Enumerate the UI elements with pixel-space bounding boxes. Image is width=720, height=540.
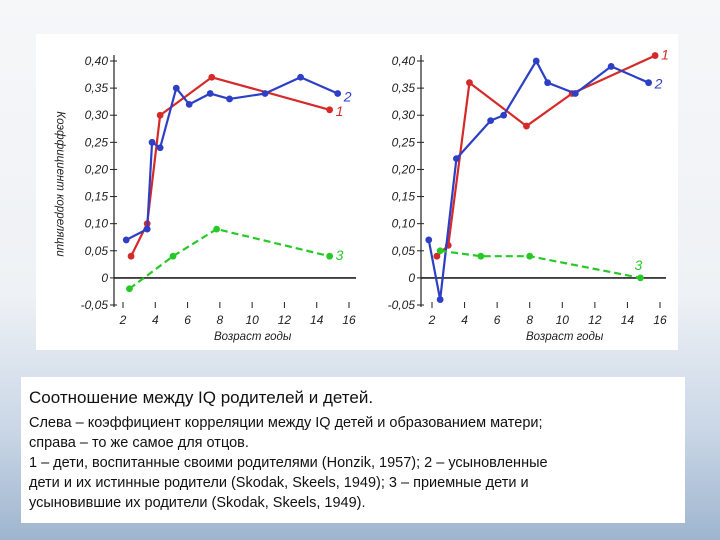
caption-title: Соотношение между IQ родителей и детей. <box>29 388 374 407</box>
series-2-point <box>453 155 460 162</box>
y-tick-label: 0,25 <box>392 135 416 149</box>
series-3-label: 3 <box>634 257 642 273</box>
series-2-point <box>261 90 269 97</box>
series-2-point <box>532 57 540 65</box>
series-1-point <box>433 252 441 260</box>
series-1-label: 1 <box>661 47 669 63</box>
x-tick-label: 8 <box>526 313 533 327</box>
series-2-line <box>125 76 339 241</box>
series-2-point <box>607 63 615 70</box>
x-axis-title: Возраст годы <box>526 331 604 343</box>
figure-panel: 0,40 0,35 0,30 0,25 0,20 0,15 0,10 0,05 0 -0,05 2 4… <box>36 34 678 350</box>
series-3-line <box>439 249 641 279</box>
figure-caption: Соотношение между IQ родителей и детей. … <box>21 377 685 523</box>
y-tick-label: 0 <box>101 271 108 285</box>
series-3-point <box>213 225 221 233</box>
y-axis-title: Коэффициент корреляции <box>54 111 66 257</box>
caption-line: 1 – дети, воспитанные своими родителями … <box>29 455 548 471</box>
caption-line: справа – то же самое для отцов. <box>29 435 249 451</box>
x-tick-label: 8 <box>217 313 224 327</box>
series-3-label: 3 <box>336 247 344 263</box>
y-tick-label: 0,35 <box>85 81 109 95</box>
x-tick-label: 12 <box>588 313 602 327</box>
y-tick-label: 0,10 <box>85 217 109 231</box>
x-tick-label: 4 <box>152 313 159 327</box>
y-tick-label: 0,20 <box>85 162 109 176</box>
y-tick-label: 0,05 <box>392 244 416 258</box>
series-2-point <box>172 84 180 92</box>
series-2-point <box>143 225 151 233</box>
y-tick-label: 0,15 <box>392 190 416 204</box>
series-2-point <box>206 90 214 97</box>
caption-line: дети и их истинные родители (Skodak, Ske… <box>29 475 529 491</box>
x-tick-label: 6 <box>494 313 501 327</box>
y-tick-label: 0,30 <box>392 108 416 122</box>
series-3-line <box>128 227 330 290</box>
series-3-point <box>126 285 133 293</box>
series-1-point <box>156 111 164 119</box>
y-tick-label: 0,10 <box>392 217 416 231</box>
series-3-point <box>169 252 177 260</box>
series-2-point <box>500 111 508 119</box>
caption-line: усыновившие их родители (Skodak, Skeels,… <box>29 495 366 511</box>
y-tick-label: 0,30 <box>85 108 109 122</box>
x-tick-label: 6 <box>184 313 191 327</box>
x-tick-label: 10 <box>556 313 570 327</box>
series-2-point <box>571 90 579 97</box>
x-tick-label: 12 <box>278 313 292 327</box>
series-2-point <box>487 117 495 125</box>
series-1-point <box>326 106 334 114</box>
series-2-point <box>645 79 652 87</box>
x-tick-label: 2 <box>428 313 436 327</box>
x-tick-label: 14 <box>621 313 635 327</box>
y-tick-label: 0,35 <box>392 81 416 95</box>
series-3-point <box>436 247 444 255</box>
series-2-point <box>185 100 193 108</box>
y-tick-label: 0 <box>408 271 415 285</box>
series-2-point <box>436 296 444 303</box>
y-tick-label: 0,20 <box>392 162 416 176</box>
series-2-point <box>122 236 130 244</box>
y-tick-label: -0,05 <box>388 298 416 312</box>
series-1-label: 1 <box>336 103 344 119</box>
x-tick-label: 4 <box>461 313 468 327</box>
series-1-point <box>651 52 659 59</box>
caption-body: Слева – коэффициент корреляции между IQ … <box>29 413 677 513</box>
y-tick-label: 0,05 <box>85 244 109 258</box>
series-1-point <box>208 73 216 81</box>
y-tick-label: -0,05 <box>81 298 109 312</box>
x-tick-label: 16 <box>342 313 356 327</box>
x-axis-title: Возраст годы <box>214 331 292 343</box>
y-tick-label: 0,40 <box>85 54 109 68</box>
series-2-label: 2 <box>343 89 352 105</box>
series-2-point <box>226 95 233 103</box>
series-3-point <box>477 252 485 260</box>
series-2-label: 2 <box>654 76 663 92</box>
series-2-point <box>425 236 433 244</box>
series-1-line <box>130 76 330 257</box>
x-tick-label: 2 <box>119 313 127 327</box>
caption-line: Слева – коэффициент корреляции между IQ … <box>29 415 543 431</box>
x-tick-label: 16 <box>653 313 667 327</box>
series-3-point <box>526 252 534 260</box>
series-1-point <box>127 252 135 260</box>
x-tick-label: 10 <box>245 313 259 327</box>
y-tick-label: 0,15 <box>85 190 109 204</box>
x-tick-label: 14 <box>310 313 324 327</box>
y-tick-label: 0,25 <box>85 135 109 149</box>
series-3-point <box>326 252 334 260</box>
series-2-point <box>334 90 342 97</box>
series-3-point <box>637 274 644 282</box>
series-1-point <box>523 122 530 130</box>
series-2-point <box>544 79 552 87</box>
y-tick-label: 0,40 <box>392 54 416 68</box>
series-2-point <box>148 138 156 146</box>
chart-canvas: 0,40 0,35 0,30 0,25 0,20 0,15 0,10 0,05 0 -0,05 2 4… <box>54 47 669 343</box>
series-1-point <box>466 79 473 87</box>
series-2-point <box>156 144 164 152</box>
series-2-point <box>297 73 304 81</box>
series-2-line <box>427 59 650 301</box>
